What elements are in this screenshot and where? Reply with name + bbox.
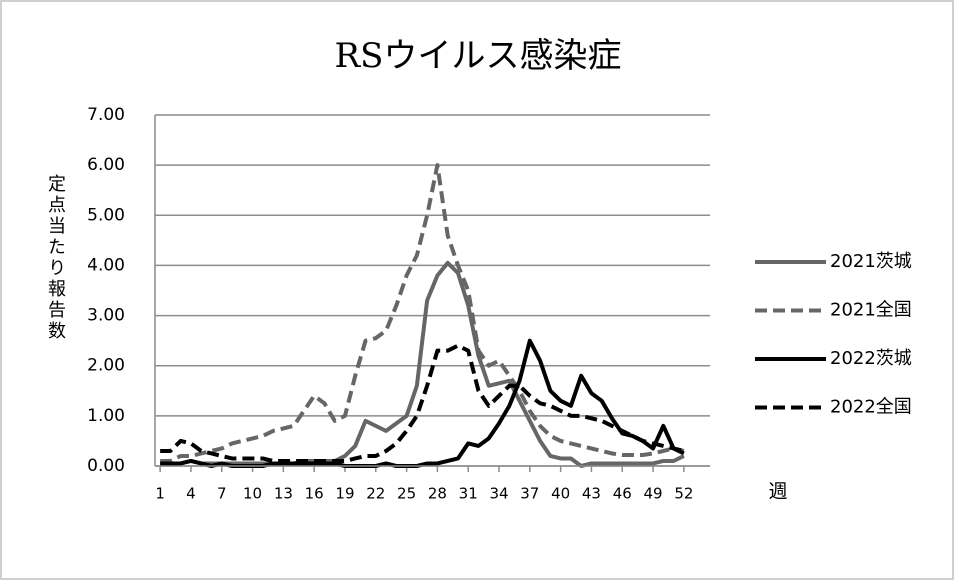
y-tick-label: 6.00 [87, 155, 125, 175]
y-axis-label: 定点当たり報告数 [45, 174, 66, 342]
x-tick-label: 10 [243, 485, 262, 503]
y-tick-label: 3.00 [87, 306, 125, 326]
x-tick-label: 25 [397, 485, 416, 503]
y-tick-label: 7.00 [87, 105, 125, 125]
y-tick-label: 4.00 [87, 255, 125, 275]
chart-title: RSウイルス感染症 [335, 36, 622, 76]
x-tick-label: 4 [186, 485, 196, 503]
x-tick-label: 1 [155, 485, 165, 503]
x-tick-label: 52 [674, 485, 693, 503]
y-tick-label: 2.00 [87, 356, 125, 376]
x-tick-label: 22 [366, 485, 385, 503]
x-tick-label: 40 [551, 485, 570, 503]
x-axis-label: 週 [768, 481, 787, 503]
x-tick-label: 37 [520, 485, 539, 503]
legend-label: 2022茨城 [830, 348, 912, 369]
x-tick-label: 16 [305, 485, 324, 503]
x-tick-label: 49 [644, 485, 663, 503]
x-tick-label: 43 [582, 485, 601, 503]
x-tick-label: 13 [274, 485, 293, 503]
data-line [160, 163, 685, 463]
data-line [160, 343, 685, 463]
y-tick-label: 0.00 [87, 456, 125, 476]
legend-label: 2022全国 [830, 397, 912, 418]
x-tick-label: 31 [459, 485, 478, 503]
legend-label: 2021全国 [830, 300, 912, 321]
x-tick-label: 28 [428, 485, 447, 503]
x-tick-label: 34 [489, 485, 508, 503]
x-tick-label: 7 [217, 485, 227, 503]
legend-label: 2021茨城 [830, 251, 912, 272]
y-tick-label: 1.00 [87, 406, 125, 426]
x-tick-label: 46 [613, 485, 632, 503]
x-tick-label: 19 [335, 485, 354, 503]
data-line [160, 260, 685, 468]
y-tick-label: 5.00 [87, 205, 125, 225]
